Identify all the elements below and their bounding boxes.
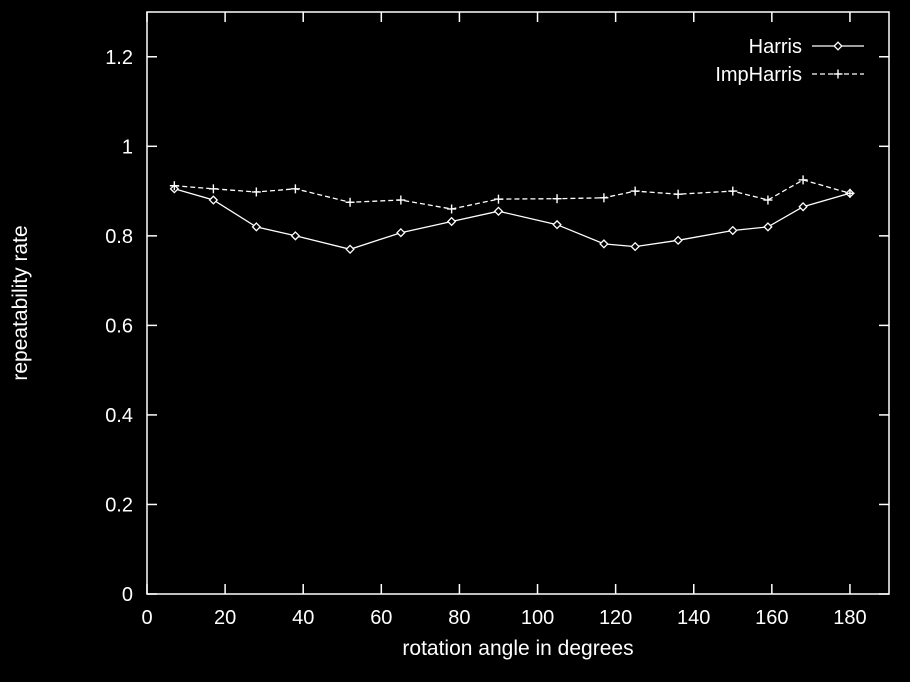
x-tick-label: 20 [214,607,236,629]
data-point-impharris [763,195,773,205]
legend: Harris ImpHarris [715,36,864,86]
x-tick-label: 120 [599,607,632,629]
x-tick-label: 140 [677,607,710,629]
data-point-harris [446,216,457,227]
legend-marker [833,41,843,51]
y-tick-label: 0 [122,584,133,606]
data-point-harris [673,235,683,246]
y-tick-label: 1 [122,136,133,158]
data-point-impharris [630,186,640,196]
data-point-harris [251,222,262,232]
data-point-impharris [290,184,300,194]
data-point-harris [345,244,355,254]
data-point-impharris [396,195,406,205]
data-point-harris [396,227,406,238]
data-point-impharris [345,197,355,207]
y-axis-label: repeatability rate [9,225,32,380]
legend-label: Harris [749,36,802,58]
x-tick-label: 80 [448,607,470,629]
y-axis: 0 0.2 0.4 0.6 0.8 1 1.2 [105,47,889,606]
x-tick-label: 40 [292,607,314,629]
data-point-impharris [447,204,457,214]
data-point-impharris [599,193,609,203]
data-point-harris [599,239,609,249]
data-point-harris [798,202,808,212]
y-tick-label: 0.6 [105,315,133,337]
data-point-harris [208,195,219,205]
legend-marker [833,69,843,79]
data-point-impharris [798,175,808,185]
x-tick-label: 160 [755,607,788,629]
data-point-impharris [552,194,562,204]
data-point-impharris [208,184,218,194]
data-point-impharris [845,188,855,198]
plot-area-frame [146,11,890,595]
series-harris [169,184,855,254]
data-point-harris [493,206,504,216]
legend-item-harris: Harris [749,36,864,58]
x-axis-label: rotation angle in degrees [402,637,633,660]
data-point-impharris [251,187,261,197]
legend-label: ImpHarris [715,64,802,86]
data-point-harris [290,231,301,241]
y-tick-label: 0.2 [105,494,133,516]
x-tick-label: 180 [833,607,866,629]
data-point-impharris [728,186,738,196]
data-point-harris [763,222,773,232]
y-tick-label: 1.2 [105,47,133,69]
data-point-impharris [493,194,503,204]
data-point-impharris [169,181,179,191]
x-axis: 0 20 40 60 80 100 120 140 160 180 [141,12,867,629]
x-tick-label: 0 [141,607,152,629]
series-impharris [169,175,855,214]
y-tick-label: 0.4 [105,405,133,427]
data-point-harris [552,219,562,230]
x-tick-label: 60 [370,607,392,629]
data-point-impharris [673,189,683,199]
series-layer [169,175,855,254]
legend-item-impharris: ImpHarris [715,64,864,86]
data-point-harris [728,225,738,236]
x-tick-label: 100 [521,607,554,629]
y-tick-label: 0.8 [105,226,133,248]
data-point-harris [630,241,640,252]
series-line-harris [174,188,851,250]
